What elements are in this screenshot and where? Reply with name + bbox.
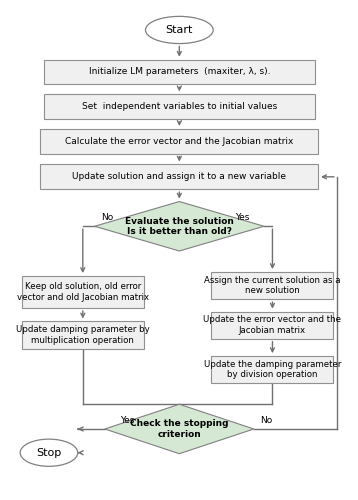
- Polygon shape: [95, 202, 264, 251]
- Text: Keep old solution, old error
vector and old Jacobian matrix: Keep old solution, old error vector and …: [17, 282, 149, 302]
- Text: Update the error vector and the
Jacobian matrix: Update the error vector and the Jacobian…: [203, 316, 342, 335]
- Text: Assign the current solution as a
new solution: Assign the current solution as a new sol…: [204, 276, 341, 295]
- Text: Update damping parameter by
multiplication operation: Update damping parameter by multiplicati…: [16, 326, 150, 344]
- Text: Set  independent variables to initial values: Set independent variables to initial val…: [82, 102, 277, 111]
- Text: Calculate the error vector and the Jacobian matrix: Calculate the error vector and the Jacob…: [65, 136, 294, 145]
- Polygon shape: [105, 404, 254, 454]
- FancyBboxPatch shape: [40, 129, 318, 154]
- FancyBboxPatch shape: [44, 60, 315, 84]
- FancyBboxPatch shape: [44, 94, 315, 119]
- Ellipse shape: [145, 16, 213, 44]
- Text: No: No: [101, 214, 114, 222]
- Text: Yes: Yes: [235, 214, 250, 222]
- Text: Yes: Yes: [120, 416, 135, 425]
- FancyBboxPatch shape: [212, 356, 333, 384]
- FancyBboxPatch shape: [212, 272, 333, 299]
- Text: Check the stopping
criterion: Check the stopping criterion: [130, 420, 228, 438]
- Text: Evaluate the solution
Is it better than old?: Evaluate the solution Is it better than …: [125, 216, 234, 236]
- FancyBboxPatch shape: [22, 322, 144, 348]
- Ellipse shape: [20, 439, 78, 466]
- FancyBboxPatch shape: [212, 312, 333, 339]
- Text: Initialize LM parameters  (maxiter, λ, s).: Initialize LM parameters (maxiter, λ, s)…: [88, 68, 270, 76]
- Text: Stop: Stop: [36, 448, 62, 458]
- Text: Start: Start: [166, 25, 193, 35]
- Text: Update solution and assign it to a new variable: Update solution and assign it to a new v…: [72, 172, 286, 182]
- Text: No: No: [261, 416, 273, 425]
- FancyBboxPatch shape: [40, 164, 318, 189]
- FancyBboxPatch shape: [22, 276, 144, 308]
- Text: Update the damping parameter
by division operation: Update the damping parameter by division…: [204, 360, 341, 380]
